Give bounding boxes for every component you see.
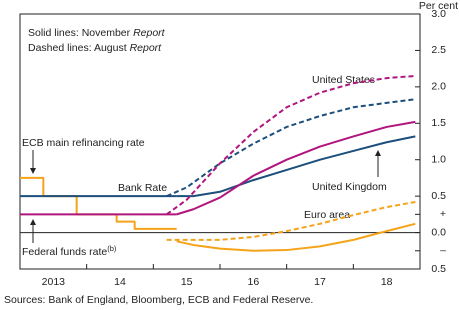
source: Sources: Bank of England, Bloomberg, ECB…	[4, 294, 313, 306]
series-line	[176, 135, 416, 198]
y-tick-label: 0.0	[431, 226, 446, 238]
series-line	[166, 98, 416, 198]
unit-label: Per cent	[419, 0, 458, 12]
y-tick-label: 2.5	[431, 44, 446, 56]
series-line	[176, 120, 416, 216]
y-tick-label: 0.5	[431, 263, 446, 275]
line-label: United States	[312, 74, 375, 86]
y-tick-label: 2.0	[431, 81, 446, 93]
line-label: Bank Rate	[118, 182, 167, 194]
x-tick-label: 18	[381, 276, 393, 288]
y-tick-label: –	[440, 245, 446, 257]
series-line	[166, 74, 416, 216]
x-tick-label: 2013	[42, 276, 66, 288]
x-tick-label: 14	[114, 276, 126, 288]
line-label: ECB main refinancing rate	[22, 137, 145, 149]
y-tick-label: 3.0	[431, 8, 446, 20]
note: Dashed lines: August Report	[28, 42, 162, 54]
series-line	[176, 222, 416, 252]
series-line	[166, 200, 416, 241]
y-tick-label: 1.0	[431, 153, 446, 165]
y-tick-label: +	[440, 208, 446, 220]
y-tick-label: 0.5	[431, 190, 446, 202]
line-label: Federal funds rate(b)	[22, 244, 117, 258]
x-tick-label: 17	[314, 276, 326, 288]
x-tick-label: 16	[247, 276, 259, 288]
x-tick-label: 15	[181, 276, 193, 288]
line-label: United Kingdom	[312, 181, 387, 193]
line-label: Euro area	[304, 209, 350, 221]
y-tick-label: 1.5	[431, 117, 446, 129]
note: Solid lines: November Report	[28, 27, 166, 39]
